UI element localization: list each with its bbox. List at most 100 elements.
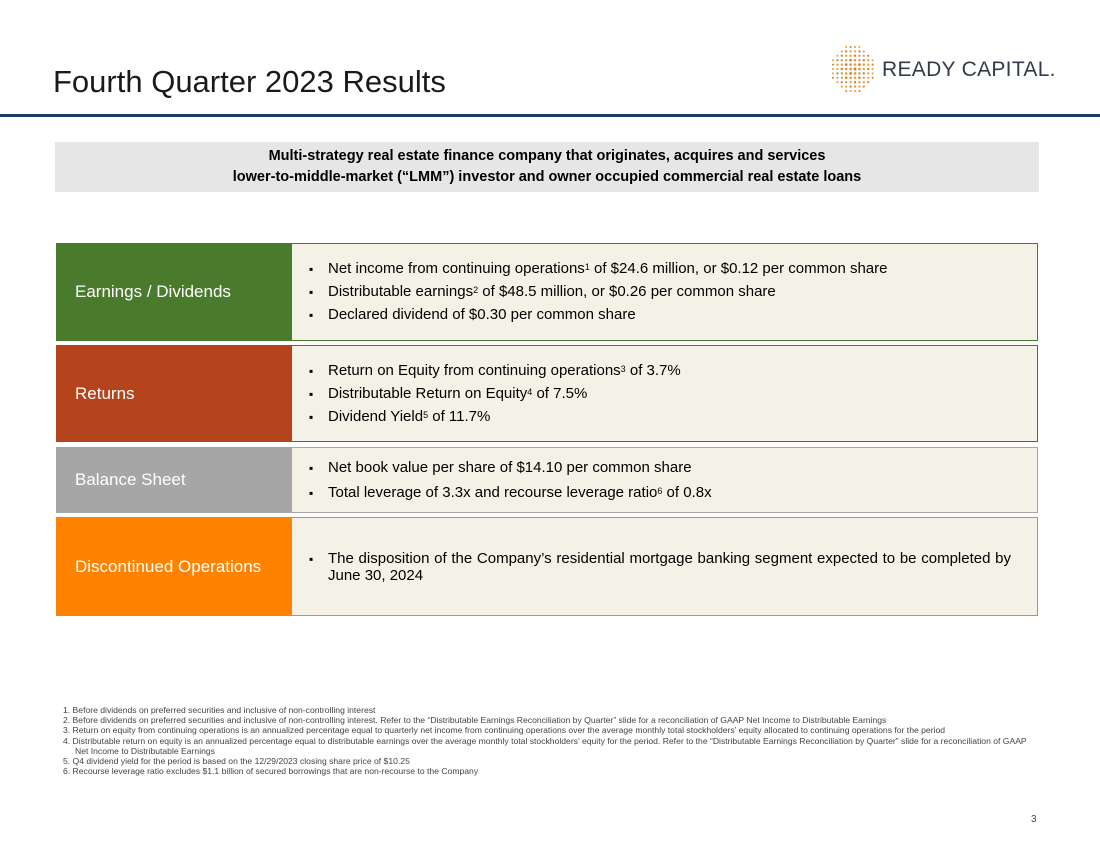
logo-dot	[849, 63, 852, 66]
bullet-item: Distributable Return on Equity4 of 7.5%	[309, 385, 1037, 403]
logo-dot	[844, 76, 848, 80]
section-body: Net income from continuing operations1 o…	[292, 243, 1038, 341]
logo-dot	[867, 54, 870, 57]
logo-dot	[862, 63, 866, 66]
bullet-item: Total leverage of 3.3x and recourse leve…	[309, 484, 1037, 502]
logo-dot	[840, 85, 843, 88]
logo-dot	[840, 72, 844, 75]
logo-dot	[849, 58, 852, 62]
logo-dot	[858, 58, 861, 62]
logo-dot	[836, 63, 839, 66]
footnote: 3. Return on equity from continuing oper…	[63, 725, 946, 736]
bullet-item: Dividend Yield5 of 11.7%	[309, 408, 1037, 426]
section-balance-sheet: Balance Sheet Net book value per share o…	[56, 447, 1038, 513]
logo-dot	[853, 50, 857, 53]
section-discontinued-operations: Discontinued Operations The disposition …	[56, 517, 1038, 616]
logo-dot	[849, 85, 852, 88]
company-logo: READY CAPITAL.	[830, 44, 1056, 94]
logo-dot	[862, 59, 865, 62]
logo-dot	[845, 50, 848, 53]
logo-dot	[853, 80, 857, 84]
logo-dot	[858, 76, 861, 80]
logo-dot	[871, 59, 874, 62]
logo-dot	[849, 67, 853, 71]
page-number: 3	[1031, 814, 1037, 825]
company-description-banner: Multi-strategy real estate finance compa…	[55, 142, 1039, 192]
footnotes: 1. Before dividends on preferred securit…	[63, 705, 1038, 776]
logo-dot	[849, 45, 852, 49]
logo-dot	[858, 54, 861, 57]
logo-dot	[849, 76, 852, 80]
logo-text: READY CAPITAL.	[882, 58, 1056, 81]
logo-dot	[849, 80, 852, 84]
logo-dot	[853, 85, 857, 88]
section-earnings-dividends: Earnings / Dividends Net income from con…	[56, 243, 1038, 341]
logo-dot	[845, 89, 848, 93]
footnote: 5. Q4 dividend yield for the period is b…	[63, 756, 410, 767]
logo-dot	[871, 72, 874, 75]
logo-dot	[862, 50, 865, 53]
logo-dot	[853, 72, 857, 75]
logo-dot	[844, 58, 848, 62]
page-title: Fourth Quarter 2023 Results	[53, 64, 446, 99]
section-label: Returns	[56, 345, 292, 442]
logo-dot	[836, 54, 839, 57]
logo-dot	[867, 63, 870, 66]
logo-dot	[862, 81, 865, 84]
logo-dot	[853, 58, 857, 62]
logo-dot	[853, 67, 857, 71]
footnote: 4. Distributable return on equity is an …	[63, 735, 1027, 756]
logo-dot	[862, 67, 866, 71]
logo-dot	[836, 72, 839, 75]
section-label: Discontinued Operations	[56, 517, 292, 616]
section-body: Net book value per share of $14.10 per c…	[292, 447, 1038, 513]
logo-dot	[840, 63, 844, 66]
logo-dot	[840, 54, 843, 57]
logo-dot	[844, 72, 848, 75]
dot-grid-logo-icon	[831, 45, 874, 93]
logo-dot	[836, 76, 839, 79]
logo-dot	[845, 85, 848, 88]
logo-dot	[867, 72, 870, 75]
bullet-item: Declared dividend of $0.30 per common sh…	[309, 306, 1037, 324]
logo-dot	[858, 67, 861, 71]
logo-dot	[853, 54, 857, 58]
logo-dot	[840, 67, 844, 71]
logo-dot	[853, 45, 857, 49]
logo-dot	[849, 72, 852, 75]
footnote: 2. Before dividends on preferred securit…	[63, 715, 887, 726]
logo-dot	[831, 63, 835, 66]
logo-dot	[862, 54, 865, 57]
logo-dot	[840, 50, 843, 53]
logo-dot	[845, 54, 848, 57]
logo-dot	[831, 59, 835, 62]
logo-dot	[867, 81, 870, 84]
logo-dot	[831, 72, 835, 75]
logo-dot	[831, 76, 835, 79]
section-body: The disposition of the Company’s residen…	[292, 517, 1038, 616]
logo-dot	[836, 59, 839, 62]
logo-dot	[862, 76, 865, 79]
footnote: 1. Before dividends on preferred securit…	[63, 705, 376, 715]
logo-dot	[871, 67, 874, 71]
banner-line-1: Multi-strategy real estate finance compa…	[268, 148, 826, 164]
logo-dot	[840, 76, 843, 79]
logo-dot	[862, 72, 866, 75]
logo-dot	[858, 81, 861, 84]
logo-dot	[858, 50, 861, 53]
banner-line-2: lower-to-middle-market (“LMM”) investor …	[232, 169, 862, 185]
logo-dot	[849, 54, 852, 58]
header-divider	[0, 114, 1100, 117]
logo-dot	[871, 76, 874, 79]
logo-dot	[844, 67, 848, 71]
logo-dot	[858, 72, 861, 75]
bullet-item: Net book value per share of $14.10 per c…	[309, 459, 1037, 477]
logo-dot	[853, 76, 857, 80]
logo-dot	[849, 89, 852, 93]
bullet-item: Return on Equity from continuing operati…	[309, 362, 1037, 380]
logo-dot	[840, 81, 843, 84]
logo-dot	[849, 50, 852, 53]
logo-dot	[853, 89, 857, 93]
logo-dot	[836, 81, 839, 84]
logo-dot	[845, 45, 848, 49]
